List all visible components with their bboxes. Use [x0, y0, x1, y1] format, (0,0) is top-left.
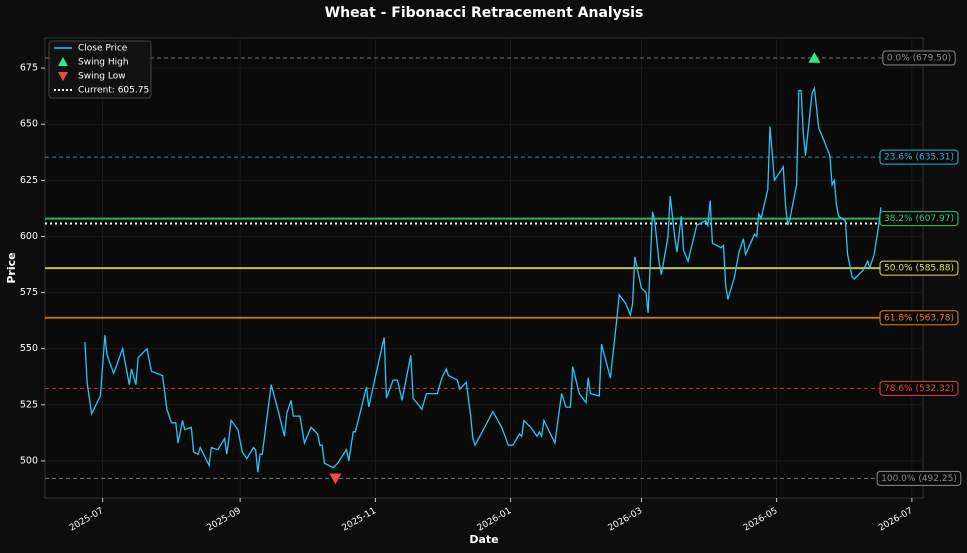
x-tick-label: 2026-05 — [742, 506, 780, 533]
fib-label-box — [879, 260, 959, 276]
swing-high-marker — [808, 51, 821, 63]
fib-label: 50.0% (585.88) — [884, 264, 954, 274]
y-tick-label: 500 — [20, 455, 38, 466]
y-tick-label: 650 — [20, 119, 38, 130]
y-tick-label: 675 — [20, 63, 38, 74]
chart-title: Wheat - Fibonacci Retracement Analysis — [325, 5, 644, 21]
x-axis-label: Date — [469, 533, 498, 546]
fib-label: 100.0% (492.25) — [881, 474, 957, 484]
y-tick-label: 550 — [20, 343, 38, 354]
fib-label-box — [879, 380, 959, 396]
legend-label: Swing Low — [78, 72, 126, 82]
x-tick-label: 2025-07 — [68, 506, 106, 533]
x-tick-label: 2026-07 — [877, 506, 915, 533]
fib-label: 61.8% (563.78) — [884, 313, 954, 323]
y-tick-label: 575 — [20, 287, 38, 298]
x-tick-label: 2025-11 — [341, 506, 379, 533]
fib-label-box — [879, 310, 959, 326]
fib-label: 38.2% (607.97) — [884, 214, 954, 224]
x-tick-label: 2025-09 — [205, 506, 243, 534]
swing-low-marker — [329, 473, 342, 485]
legend-marker — [58, 57, 68, 66]
fib-label: 23.6% (635.31) — [884, 153, 954, 163]
legend-label: Swing High — [78, 58, 129, 68]
price-line — [84, 86, 882, 473]
legend-box — [48, 40, 152, 99]
fib-label-box — [879, 211, 959, 227]
y-tick-label: 600 — [20, 231, 38, 242]
x-tick-label: 2026-03 — [607, 506, 645, 533]
fib-label-box — [876, 470, 962, 486]
fib-label-box — [879, 149, 959, 165]
legend-marker — [58, 72, 68, 81]
y-axis-label: Price — [5, 252, 18, 283]
legend-label: Close Price — [78, 44, 128, 54]
fib-label: 0.0% (679.50) — [887, 53, 951, 63]
fib-label-box — [882, 50, 956, 66]
fib-label: 78.6% (532.32) — [884, 384, 954, 394]
y-tick-label: 625 — [20, 175, 38, 186]
legend-label: Current: 605.75 — [78, 86, 149, 96]
y-tick-label: 525 — [20, 399, 38, 410]
x-tick-label: 2026-01 — [476, 506, 514, 533]
